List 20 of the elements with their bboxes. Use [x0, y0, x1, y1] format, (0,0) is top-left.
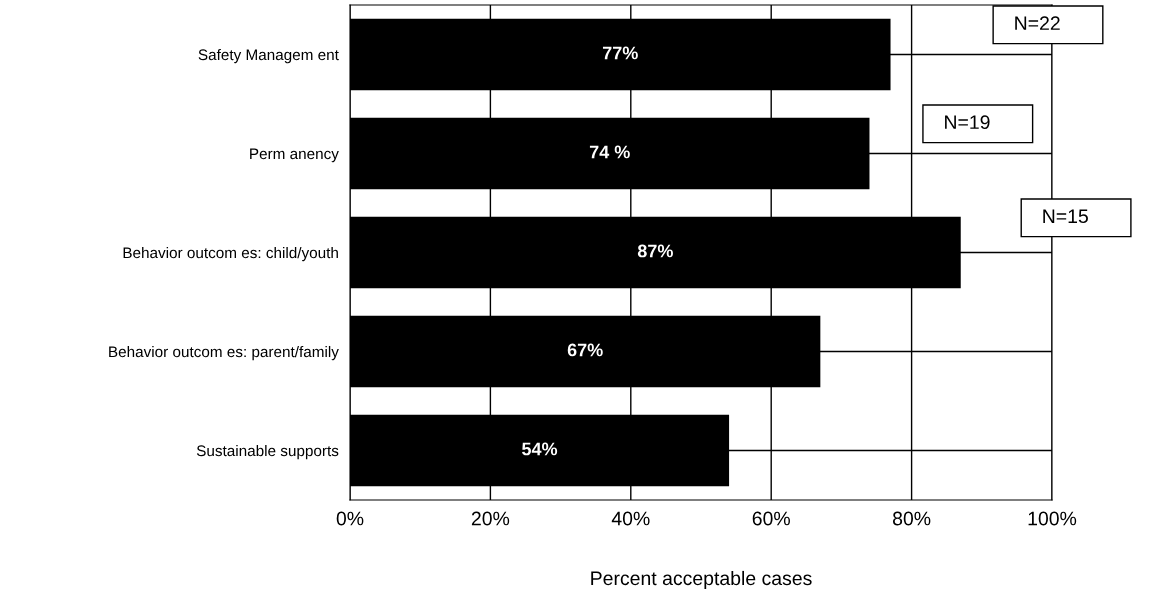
- data-label: 87%: [637, 244, 673, 258]
- y-tick-label: Safety Managem ent: [198, 48, 339, 64]
- x-tick-label: 80%: [892, 511, 931, 526]
- y-tick-label: Sustainable supports: [196, 444, 339, 460]
- x-axis-title: Percent acceptable cases: [591, 570, 812, 590]
- x-tick-label: 40%: [611, 511, 650, 526]
- x-tick-label: 0%: [336, 511, 364, 526]
- data-label: 77%: [602, 46, 638, 60]
- data-label: 74 %: [589, 145, 630, 159]
- data-label: 67%: [567, 343, 603, 357]
- x-tick-label: 20%: [471, 511, 510, 526]
- y-tick-label: Behavior outcom es: child/youth: [123, 246, 338, 262]
- y-tick-label: Perm anency: [250, 148, 339, 163]
- annotation: N=22: [1015, 16, 1060, 30]
- data-label: 54%: [522, 442, 558, 456]
- x-tick-label: 100%: [1028, 511, 1077, 526]
- annotation: N=19: [945, 115, 990, 130]
- annotation: N=15: [1043, 209, 1088, 224]
- x-tick-label: 60%: [752, 511, 790, 526]
- y-tick-label: Behavior outcom es: parent/family: [109, 345, 339, 361]
